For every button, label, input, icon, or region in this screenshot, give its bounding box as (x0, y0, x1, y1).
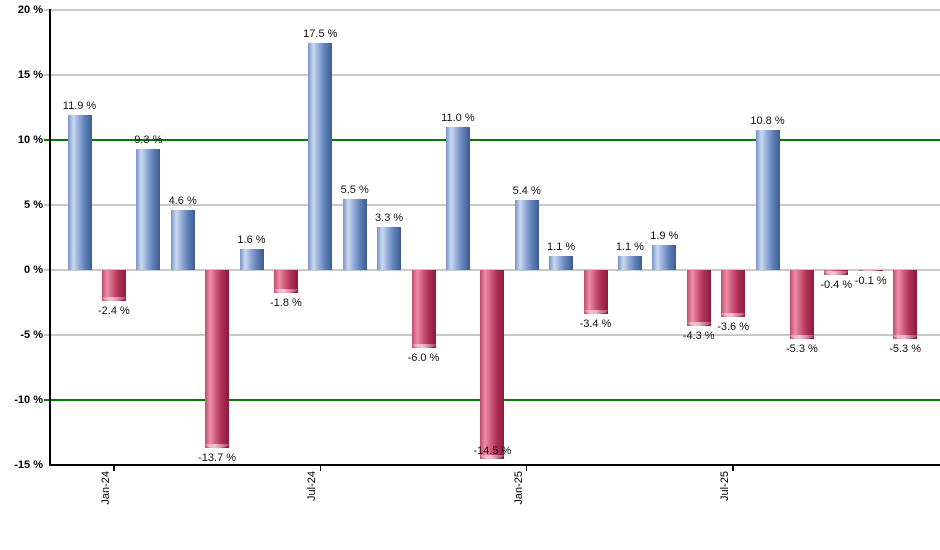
gridline-20 (44, 9, 940, 11)
bar (377, 227, 402, 270)
bar-value-label: -5.3 % (889, 342, 921, 355)
y-axis-tick-label: 0 % (24, 264, 43, 276)
bar (686, 270, 711, 326)
bar (136, 149, 161, 270)
bar (824, 270, 849, 276)
bar-value-label: 1.6 % (237, 234, 266, 247)
x-axis-tick-label: Jan-25 (512, 471, 525, 505)
bar-value-label: 10.8 % (750, 114, 785, 127)
y-axis-line (49, 9, 51, 466)
bar (514, 199, 539, 270)
reference-line-10 (44, 139, 940, 141)
bar-value-label: 11.9 % (62, 100, 97, 113)
y-axis-tick-label: 15 % (17, 69, 43, 81)
bar (617, 255, 642, 270)
bar-value-label: -14.5 % (473, 444, 512, 457)
x-axis-tick (525, 465, 528, 471)
bar (721, 270, 746, 317)
bar-value-label: -0.4 % (820, 279, 853, 292)
bar-value-label: 9.3 % (134, 134, 163, 147)
bar (308, 42, 333, 270)
bar-value-label: 17.5 % (303, 27, 338, 40)
bar (583, 270, 608, 315)
bar (67, 115, 92, 270)
bar (445, 127, 470, 270)
bar (549, 255, 574, 270)
gridline-5 (44, 204, 940, 206)
x-axis-tick-label: Jul-25 (719, 471, 732, 501)
bar-value-label: 11.0 % (441, 112, 475, 124)
x-axis-line (49, 463, 940, 466)
bar-value-label: 1.1 % (615, 240, 644, 253)
x-axis-tick (113, 465, 115, 471)
bar-value-label: 1.1 % (547, 240, 576, 253)
bar-value-label: -1.8 % (269, 297, 302, 310)
y-axis-tick-label: -15 % (14, 459, 43, 471)
bar-value-label: 5.4 % (512, 184, 541, 197)
bar (273, 270, 298, 294)
bar-value-label: -6.0 % (407, 352, 440, 364)
bar (789, 270, 814, 339)
bar-value-label: -4.3 % (682, 329, 715, 342)
bar (239, 249, 264, 270)
bar-value-label: 5.5 % (340, 183, 369, 196)
bar-value-label: -2.4 % (97, 305, 130, 318)
bar (205, 270, 230, 449)
bar-value-label: -5.3 % (785, 342, 818, 355)
bar (170, 210, 195, 270)
y-axis-tick-label: 20 % (17, 4, 43, 16)
x-axis-tick-label: Jan-24 (99, 471, 112, 505)
bar-value-label: 4.6 % (168, 195, 197, 208)
bar-value-label: -3.4 % (579, 318, 612, 331)
bar-value-label: 3.3 % (375, 212, 404, 225)
y-axis-tick-label: -10 % (14, 394, 43, 406)
bar (411, 270, 436, 348)
y-axis-tick-label: 10 % (17, 134, 43, 146)
bar-value-label: -0.1 % (854, 275, 887, 288)
bar (101, 270, 126, 302)
y-axis-tick-label: -5 % (20, 329, 43, 341)
bar-value-label: -3.6 % (717, 320, 749, 333)
bar (858, 270, 883, 272)
bar-value-label: -13.7 % (198, 452, 237, 465)
bar (652, 245, 677, 270)
bar-value-label: 1.9 % (650, 230, 679, 243)
bar (893, 270, 918, 339)
x-axis-tick (732, 465, 734, 471)
bar (480, 270, 505, 459)
bar (342, 198, 367, 270)
bar (755, 129, 780, 270)
x-axis-tick-label: Jul-24 (306, 471, 319, 501)
y-axis-tick-label: 5 % (24, 199, 43, 211)
gridline-15 (44, 74, 940, 76)
x-axis-tick (319, 465, 322, 471)
